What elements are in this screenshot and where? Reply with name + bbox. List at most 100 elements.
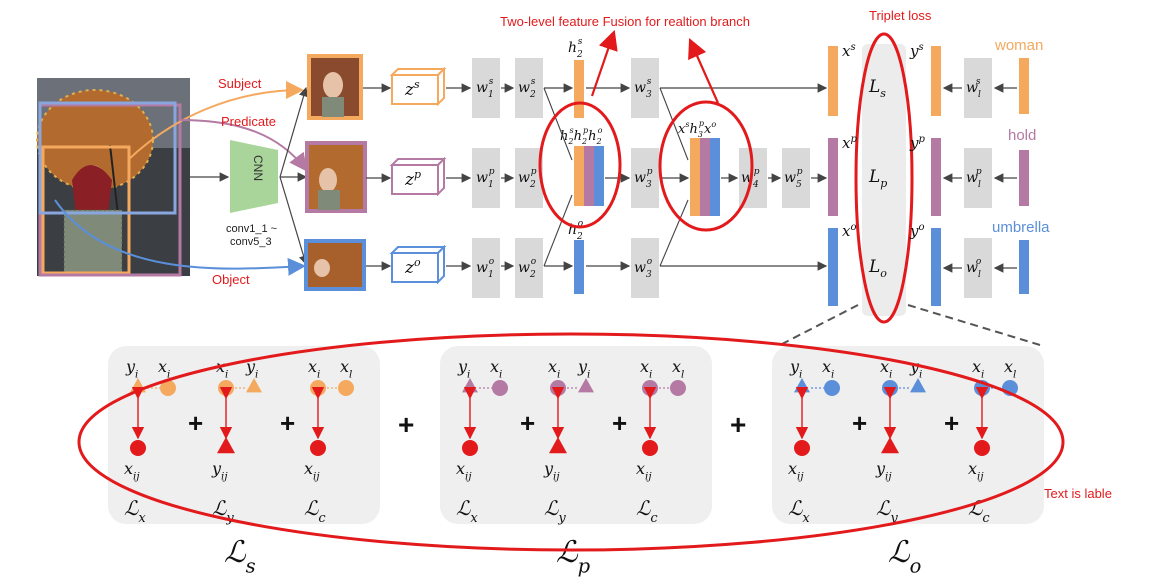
z-cube-subject: zs [389, 66, 447, 107]
cnn-layers-line1: conv1_1 ~ [226, 223, 277, 235]
plus-sign-between: + [398, 409, 414, 440]
negative-circle [310, 440, 326, 456]
negative-circle [642, 440, 658, 456]
object-route [54, 199, 306, 276]
plus-sign: + [520, 408, 535, 438]
z-cube-predicate: zp [389, 156, 447, 197]
svg-text:w5p: w5p [784, 167, 803, 190]
positive-triangle [910, 378, 926, 393]
term-loss-c: ℒc [304, 496, 326, 526]
term-loss-x: ℒx [124, 496, 146, 526]
term-loss-x: ℒx [788, 496, 810, 526]
svg-text:w1p: w1p [476, 167, 495, 190]
svg-text:xo: xo [842, 222, 857, 240]
svg-text:h2o: h2o [568, 219, 584, 242]
positive-circle [338, 380, 354, 396]
svg-text:w2s: w2s [518, 77, 536, 100]
label-y-i: yi [457, 357, 470, 381]
loss-highlight [77, 332, 1065, 552]
term-loss-y: ℒy [876, 496, 898, 526]
svg-text:wls: wls [966, 77, 981, 100]
svg-text:w1s: w1s [476, 77, 494, 100]
object-annotation: Object [212, 272, 250, 287]
plus-sign: + [944, 408, 959, 438]
label-x-l: xl [672, 357, 684, 381]
svg-text:w1o: w1o [476, 257, 495, 280]
label-y-ij-neg: yij [875, 459, 892, 483]
positive-circle [824, 380, 840, 396]
group-loss-p: ℒp [556, 535, 591, 578]
positive-triangle [578, 378, 594, 393]
svg-text:zp: zp [404, 168, 421, 190]
z-cube-object: zo [389, 244, 447, 285]
svg-text:w3s: w3s [634, 77, 652, 100]
svg-text:wlp: wlp [966, 167, 982, 190]
cross-connections [543, 87, 689, 267]
label-x-ij-neg: xij [304, 459, 320, 483]
triplet-loss-annotation: Triplet loss [869, 8, 932, 23]
svg-text:w3p: w3p [634, 167, 653, 190]
plus-sign: + [852, 408, 867, 438]
zoom-line-right [907, 304, 1041, 346]
input-photo [36, 78, 190, 277]
term-loss-c: ℒc [636, 496, 658, 526]
label-x-ij-neg: xij [456, 459, 472, 483]
subject-annotation: Subject [218, 76, 262, 91]
group-loss-s: ℒs [224, 535, 256, 578]
triplet-loss-panel [862, 44, 906, 316]
label-x-i: xi [490, 357, 502, 381]
svg-text:h2s: h2s [568, 37, 583, 60]
negative-circle [462, 440, 478, 456]
svg-text:Lo: Lo [868, 257, 887, 280]
plus-sign: + [188, 408, 203, 438]
subject-box [41, 145, 131, 275]
svg-text:xp: xp [842, 134, 857, 152]
svg-text:xs: xs [842, 42, 856, 60]
label-x-i: xi [822, 357, 834, 381]
anchor-circle [218, 380, 234, 396]
word-label-predicate: hold [1008, 127, 1036, 144]
label-x-i: xi [308, 357, 320, 381]
svg-text:Ls: Ls [868, 77, 886, 100]
positive-circle [670, 380, 686, 396]
subject-route [127, 81, 304, 161]
group-loss-o: ℒo [888, 535, 921, 578]
svg-text:yo: yo [909, 222, 925, 240]
output-predicate: xp Lp yp wlp hold [828, 127, 1036, 216]
positive-circle [492, 380, 508, 396]
anchor-circle [550, 380, 566, 396]
label-y-i: yi [789, 357, 802, 381]
label-x-l: xl [340, 357, 352, 381]
label-y-ij-neg: yij [211, 459, 228, 483]
fusion-annotation: Two-level feature Fusion for realtion br… [500, 14, 750, 29]
svg-text:zo: zo [404, 256, 421, 278]
label-x-l: xl [1004, 357, 1016, 381]
plus-sign: + [612, 408, 627, 438]
subject-crop [307, 54, 363, 120]
label-x-ij-neg: xij [636, 459, 652, 483]
svg-text:w2o: w2o [518, 257, 537, 280]
label-y-i: yi [245, 357, 258, 381]
row-predicate-layers: w1p w2p h2sh2ph2o w3p xsh3pxo w4p w5p [446, 119, 828, 216]
positive-triangle [246, 378, 262, 393]
predicate-crop [305, 141, 367, 213]
svg-text:yp: yp [909, 134, 925, 152]
negative-circle [130, 440, 146, 456]
predicate-annotation: Predicate [221, 114, 276, 129]
label-x-ij-neg: xij [968, 459, 984, 483]
cnn-layers-line2: conv5_3 [230, 236, 272, 248]
svg-text:ys: ys [909, 42, 924, 60]
object-box [38, 101, 177, 215]
negative-triangle [217, 437, 235, 454]
negative-circle [974, 440, 990, 456]
row-subject-layers: w1s w2s h2s w3s [446, 37, 828, 118]
label-x-i: xi [548, 357, 560, 381]
label-x-ij-neg: xij [124, 459, 140, 483]
cnn-label: CNN [251, 155, 265, 181]
anchor-circle [882, 380, 898, 396]
word-label-subject: woman [994, 37, 1043, 54]
